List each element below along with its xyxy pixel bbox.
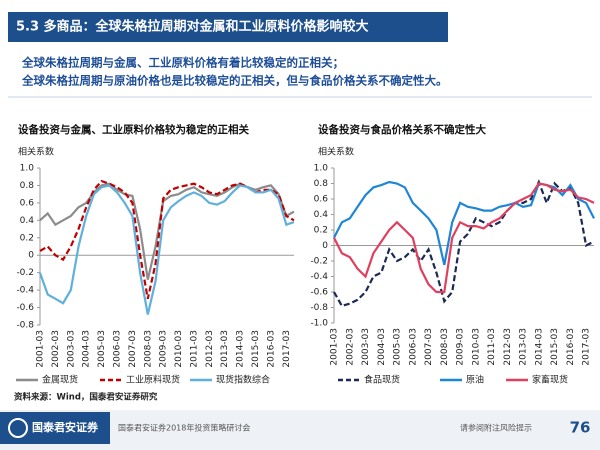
- y-tick-label: 0.8: [314, 179, 329, 189]
- y-tick-label: -0.8: [16, 321, 34, 331]
- logo-icon: [8, 418, 28, 438]
- y-tick-label: 0.6: [314, 195, 329, 205]
- x-tick-label: 2007-03: [128, 330, 138, 368]
- series-line: [333, 179, 595, 308]
- y-tick-label: -0.4: [16, 286, 34, 296]
- x-tick-label: 2008-03: [143, 330, 153, 368]
- x-tick-label: 2001-03: [330, 328, 340, 366]
- series-line: [38, 184, 295, 315]
- series-line: [333, 182, 595, 294]
- x-tick-label: 2015-03: [550, 328, 560, 366]
- y-tick-label: -0.8: [310, 303, 328, 313]
- footer-event: 国泰君安证券2018年投资策略研讨会: [118, 423, 250, 433]
- x-tick-label: 2016-03: [566, 328, 576, 366]
- x-tick-label: 2009-03: [456, 328, 466, 366]
- y-axis-label: 相关系数: [318, 146, 354, 158]
- x-tick-label: 2010-03: [471, 328, 481, 366]
- x-tick-label: 2003-03: [66, 330, 76, 368]
- chart-title: 设备投资与食品价格关系不确定性大: [318, 123, 486, 136]
- x-tick-label: 2017-03: [282, 330, 292, 368]
- x-tick-label: 2006-03: [408, 328, 418, 366]
- summary-line: 全球朱格拉周期与原油价格也是比较稳定的正相关，但与食品价格关系不确定性大。: [21, 74, 448, 88]
- legend-label: 家畜现货: [532, 374, 568, 386]
- x-tick-label: 2015-03: [251, 330, 261, 368]
- summary-line: 全球朱格拉周期与金属、工业原料价格有着比较稳定的正相关；: [21, 56, 344, 70]
- y-tick-label: -0.2: [16, 268, 34, 278]
- y-tick-label: -1.0: [310, 319, 328, 329]
- x-tick-label: 2007-03: [424, 328, 434, 366]
- x-tick-label: 2010-03: [174, 330, 184, 368]
- legend-label: 工业原料现货: [126, 374, 180, 386]
- y-tick-label: 1.0: [314, 164, 329, 174]
- y-tick-label: -0.6: [16, 303, 34, 313]
- y-tick-label: 0.4: [314, 210, 329, 220]
- x-tick-label: 2002-03: [345, 328, 355, 366]
- y-axis-label: 相关系数: [18, 146, 54, 158]
- logo-text: 国泰君安证券: [32, 420, 99, 434]
- x-tick-label: 2011-03: [189, 330, 199, 368]
- x-tick-label: 2011-03: [487, 328, 497, 366]
- x-tick-label: 2005-03: [97, 330, 107, 368]
- x-tick-label: 2003-03: [361, 328, 371, 366]
- x-tick-label: 2009-03: [159, 330, 169, 368]
- legend-label: 食品现货: [364, 374, 400, 386]
- x-tick-label: 2017-03: [582, 328, 592, 366]
- x-tick-label: 2006-03: [112, 330, 122, 368]
- x-tick-label: 2014-03: [236, 330, 246, 368]
- x-tick-label: 2001-03: [36, 330, 46, 368]
- y-tick-label: 0.4: [20, 216, 35, 226]
- page-number: 76: [570, 419, 591, 437]
- x-tick-label: 2012-03: [205, 330, 215, 368]
- logo-block: [0, 412, 110, 444]
- y-tick-label: -0.6: [310, 288, 328, 298]
- title-bar: [8, 12, 448, 42]
- x-tick-label: 2005-03: [393, 328, 403, 366]
- legend-label: 金属现货: [42, 374, 78, 386]
- y-tick-label: 1.0: [20, 164, 35, 174]
- y-tick-label: 0: [322, 241, 328, 251]
- y-tick-label: 0.2: [314, 226, 328, 236]
- chart-title: 设备投资与金属、工业原料价格较为稳定的正相关: [18, 123, 249, 136]
- x-tick-label: 2002-03: [51, 330, 61, 368]
- legend-label: 现货指数综合: [216, 374, 270, 386]
- x-tick-label: 2008-03: [440, 328, 450, 366]
- y-tick-label: 0: [28, 251, 34, 261]
- x-tick-label: 2013-03: [519, 328, 529, 366]
- x-tick-label: 2013-03: [220, 330, 230, 368]
- y-tick-label: -0.4: [310, 272, 328, 282]
- legend-label: 原油: [466, 374, 484, 386]
- slide-title: 5.3 多商品：全球朱格拉周期对金属和工业原料价格影响较大: [16, 19, 369, 35]
- y-tick-label: 0.2: [20, 233, 34, 243]
- x-tick-label: 2012-03: [503, 328, 513, 366]
- source: 资料来源：Wind，国泰君安证券研究: [14, 392, 158, 403]
- y-tick-label: -0.2: [310, 257, 328, 267]
- x-tick-label: 2016-03: [266, 330, 276, 368]
- x-tick-label: 2014-03: [534, 328, 544, 366]
- y-tick-label: 0.8: [20, 181, 35, 191]
- y-tick-label: 0.6: [20, 198, 35, 208]
- footer-disclaimer: 请参阅附注风险提示: [460, 423, 532, 433]
- x-tick-label: 2004-03: [82, 330, 92, 368]
- x-tick-label: 2004-03: [377, 328, 387, 366]
